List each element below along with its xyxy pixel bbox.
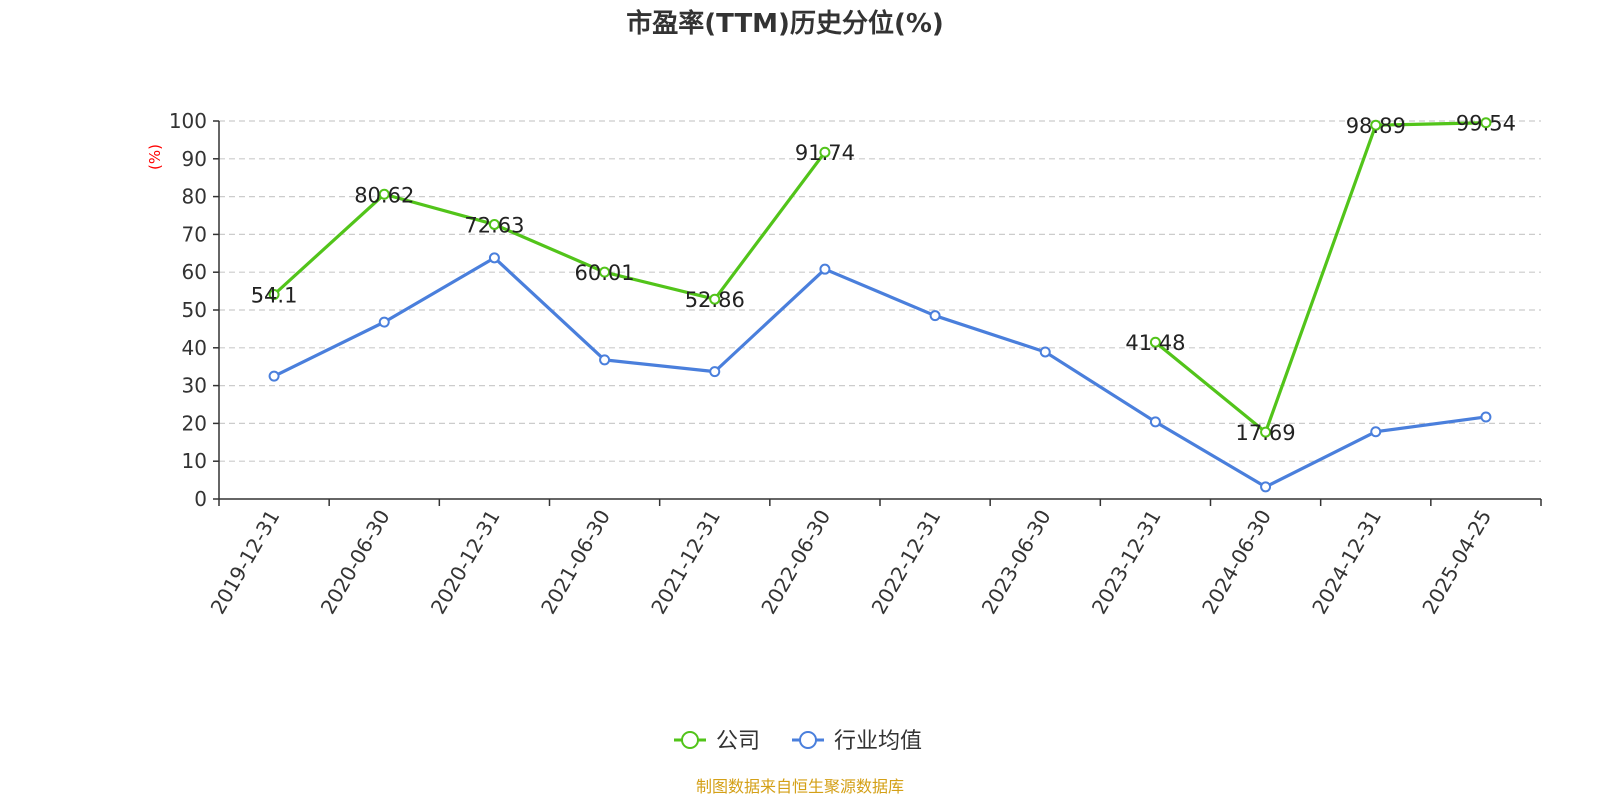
- x-tick-label: 2019-12-31: [206, 506, 285, 619]
- x-tick-label: 2020-06-30: [316, 506, 395, 619]
- data-point[interactable]: [1480, 117, 1492, 129]
- legend-label: 公司: [716, 729, 760, 754]
- series-line: [272, 150, 827, 301]
- data-label: 99.54: [1456, 112, 1516, 136]
- data-point[interactable]: [268, 289, 280, 301]
- y-tick-label: 100: [169, 109, 207, 133]
- data-point[interactable]: [599, 354, 611, 366]
- data-label: 91.74: [795, 141, 855, 165]
- data-point[interactable]: [1149, 336, 1161, 348]
- legend-label: 行业均值: [834, 729, 922, 754]
- y-tick-label: 60: [182, 260, 207, 284]
- data-label: 80.62: [354, 183, 414, 207]
- series-lines: [268, 117, 1492, 493]
- y-tick-label: 50: [182, 298, 207, 322]
- y-tick-label: 0: [194, 487, 207, 511]
- data-point[interactable]: [1480, 411, 1492, 423]
- y-tick-label: 10: [182, 449, 207, 473]
- data-labels: 54.1 80.62 72.63 60.01 52.86 91.74 41.48 17.69 9…: [251, 112, 1516, 445]
- data-point[interactable]: [378, 188, 390, 200]
- y-tick-label: 20: [182, 411, 207, 435]
- data-point[interactable]: [819, 146, 831, 158]
- data-point[interactable]: [1370, 119, 1382, 131]
- x-tick-label: 2021-06-30: [536, 506, 615, 619]
- data-point[interactable]: [1149, 416, 1161, 428]
- data-point[interactable]: [488, 218, 500, 230]
- legend-item[interactable]: 行业均值: [792, 729, 922, 754]
- x-tick-label: 2023-06-30: [977, 506, 1056, 619]
- x-tick-label: 2022-06-30: [756, 506, 835, 619]
- source-note: 制图数据来自恒生聚源数据库: [696, 777, 904, 796]
- y-tick-label: 40: [182, 336, 207, 360]
- series-line: [1153, 121, 1488, 434]
- x-tick-label: 2022-12-31: [867, 505, 946, 618]
- y-tick-label: 90: [182, 147, 207, 171]
- legend-marker-icon: [681, 731, 699, 749]
- data-label: 54.1: [251, 284, 298, 308]
- x-tick-label: 2020-12-31: [426, 505, 505, 618]
- data-point[interactable]: [268, 370, 280, 382]
- data-label: 17.69: [1236, 421, 1296, 445]
- grid-lines: [219, 120, 1541, 462]
- x-tick-label: 2021-12-31: [646, 506, 725, 619]
- y-axis-label: (%): [146, 144, 164, 170]
- data-label: 41.48: [1125, 331, 1185, 355]
- data-point[interactable]: [819, 263, 831, 275]
- series-line: [272, 256, 1488, 489]
- data-point[interactable]: [709, 293, 721, 305]
- data-point[interactable]: [1260, 426, 1272, 438]
- y-tick-label: 80: [182, 185, 207, 209]
- data-point[interactable]: [488, 252, 500, 264]
- x-tick-label: 2024-06-30: [1197, 506, 1276, 619]
- x-tick-label: 2025-04-25: [1417, 506, 1496, 619]
- data-point[interactable]: [709, 366, 721, 378]
- legend-item[interactable]: 公司: [674, 729, 760, 754]
- chart-title: 市盈率(TTM)历史分位(%): [626, 8, 944, 39]
- x-tick-label: 2023-12-31: [1087, 506, 1166, 619]
- data-point[interactable]: [1370, 426, 1382, 438]
- data-label: 72.63: [464, 213, 524, 237]
- data-label: 98.89: [1346, 114, 1406, 138]
- x-tick-label: 2024-12-31: [1307, 506, 1386, 619]
- data-point[interactable]: [929, 310, 941, 322]
- data-point[interactable]: [378, 316, 390, 328]
- legend[interactable]: 公司 行业均值: [674, 729, 922, 754]
- data-point[interactable]: [1039, 346, 1051, 358]
- data-point[interactable]: [1260, 481, 1272, 493]
- y-tick-label: 30: [182, 374, 207, 398]
- data-label: 52.86: [685, 288, 745, 312]
- y-tick-label: 70: [182, 222, 207, 246]
- data-point[interactable]: [599, 266, 611, 278]
- data-label: 60.01: [575, 261, 635, 285]
- legend-marker-icon: [799, 731, 817, 749]
